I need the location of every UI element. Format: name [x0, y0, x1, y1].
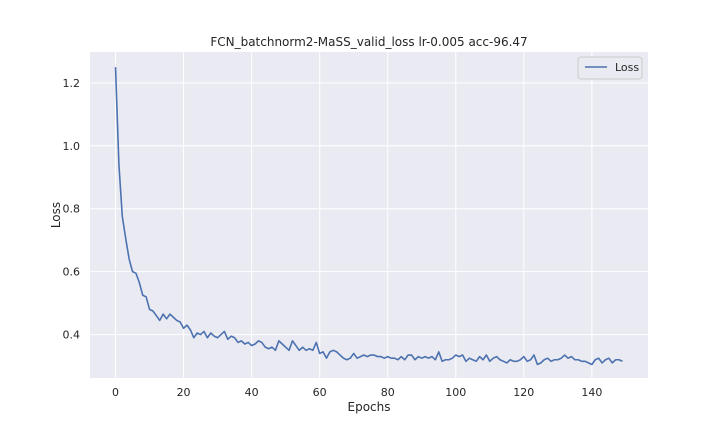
y-tick-label: 1.2: [63, 77, 81, 90]
y-axis-label: Loss: [49, 202, 63, 228]
legend-box: [577, 56, 643, 80]
y-tick-label: 1.0: [63, 140, 81, 153]
y-tick-label: 0.6: [63, 266, 81, 279]
x-axis-label: Epochs: [348, 400, 391, 414]
x-tick-label: 0: [112, 386, 119, 399]
legend: Loss: [577, 56, 643, 80]
grid: [90, 52, 648, 378]
x-tick-label: 40: [245, 386, 259, 399]
plot-area: [90, 52, 648, 378]
x-tick-label: 60: [313, 386, 327, 399]
y-tick-label: 0.8: [63, 203, 81, 216]
x-tick-label: 140: [581, 386, 602, 399]
y-tick-label: 0.4: [63, 329, 81, 342]
series-line-loss: [114, 67, 623, 366]
x-tick-label: 80: [381, 386, 395, 399]
x-tick-label: 120: [513, 386, 534, 399]
chart-title: FCN_batchnorm2-MaSS_valid_loss lr-0.005 …: [210, 35, 527, 49]
series-group: [114, 67, 623, 366]
x-tick-label: 100: [445, 386, 466, 399]
y-ticks: 0.4 0.6 0.8 1.0 1.2: [63, 77, 81, 342]
x-ticks: 0 20 40 60 80 100 120 140: [112, 386, 602, 399]
legend-label-loss: Loss: [615, 61, 639, 74]
x-tick-label: 20: [177, 386, 191, 399]
